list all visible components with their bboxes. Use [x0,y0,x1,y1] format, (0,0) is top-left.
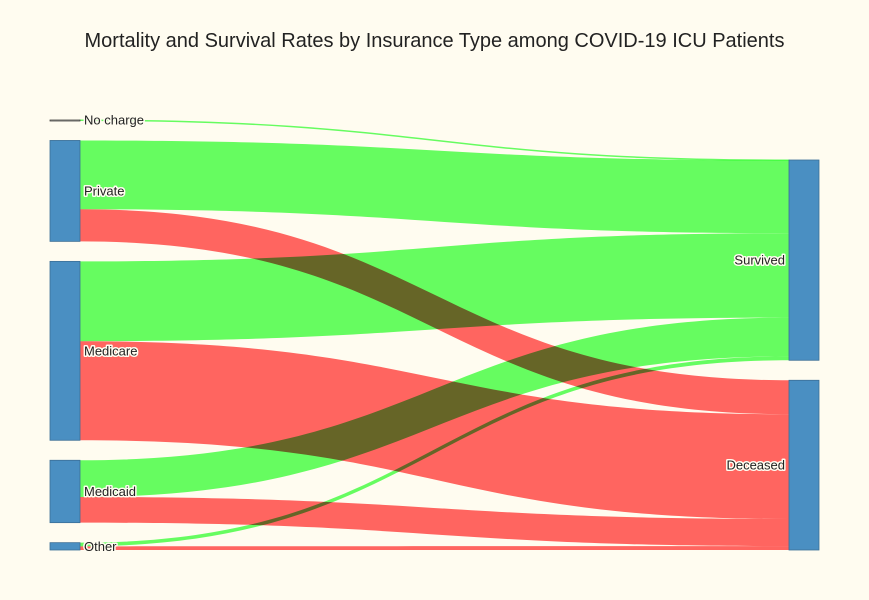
link-private-to-survived [80,140,789,234]
node-label-medicaid: Medicaid [84,484,136,499]
nodes-layer [49,119,820,551]
node-no-charge [49,119,81,122]
node-survived [788,159,820,361]
link-medicare-to-survived [80,233,789,342]
node-label-survived: Survived [734,253,785,268]
node-label-other: Other [84,539,117,554]
node-other [49,542,81,551]
node-private [49,140,81,242]
links-layer [79,119,790,550]
node-label-deceased: Deceased [726,458,785,473]
node-label-no-charge: No charge [84,113,144,128]
link-medicaid-to-survived [80,317,789,497]
labels-layer: No charge Private Medicare Medicaid Other Sur… [83,111,787,555]
link-other-to-survived [80,356,789,547]
node-label-private: Private [84,183,124,198]
link-medicare-to-deceased [80,341,789,519]
node-medicare [49,260,81,441]
node-medicaid [49,459,81,524]
node-deceased [788,379,820,551]
node-label-medicare: Medicare [84,343,137,358]
link-other-to-deceased [80,546,789,550]
link-medicaid-to-deceased [80,496,789,547]
chart-title: Mortality and Survival Rates by Insuranc… [84,30,785,52]
